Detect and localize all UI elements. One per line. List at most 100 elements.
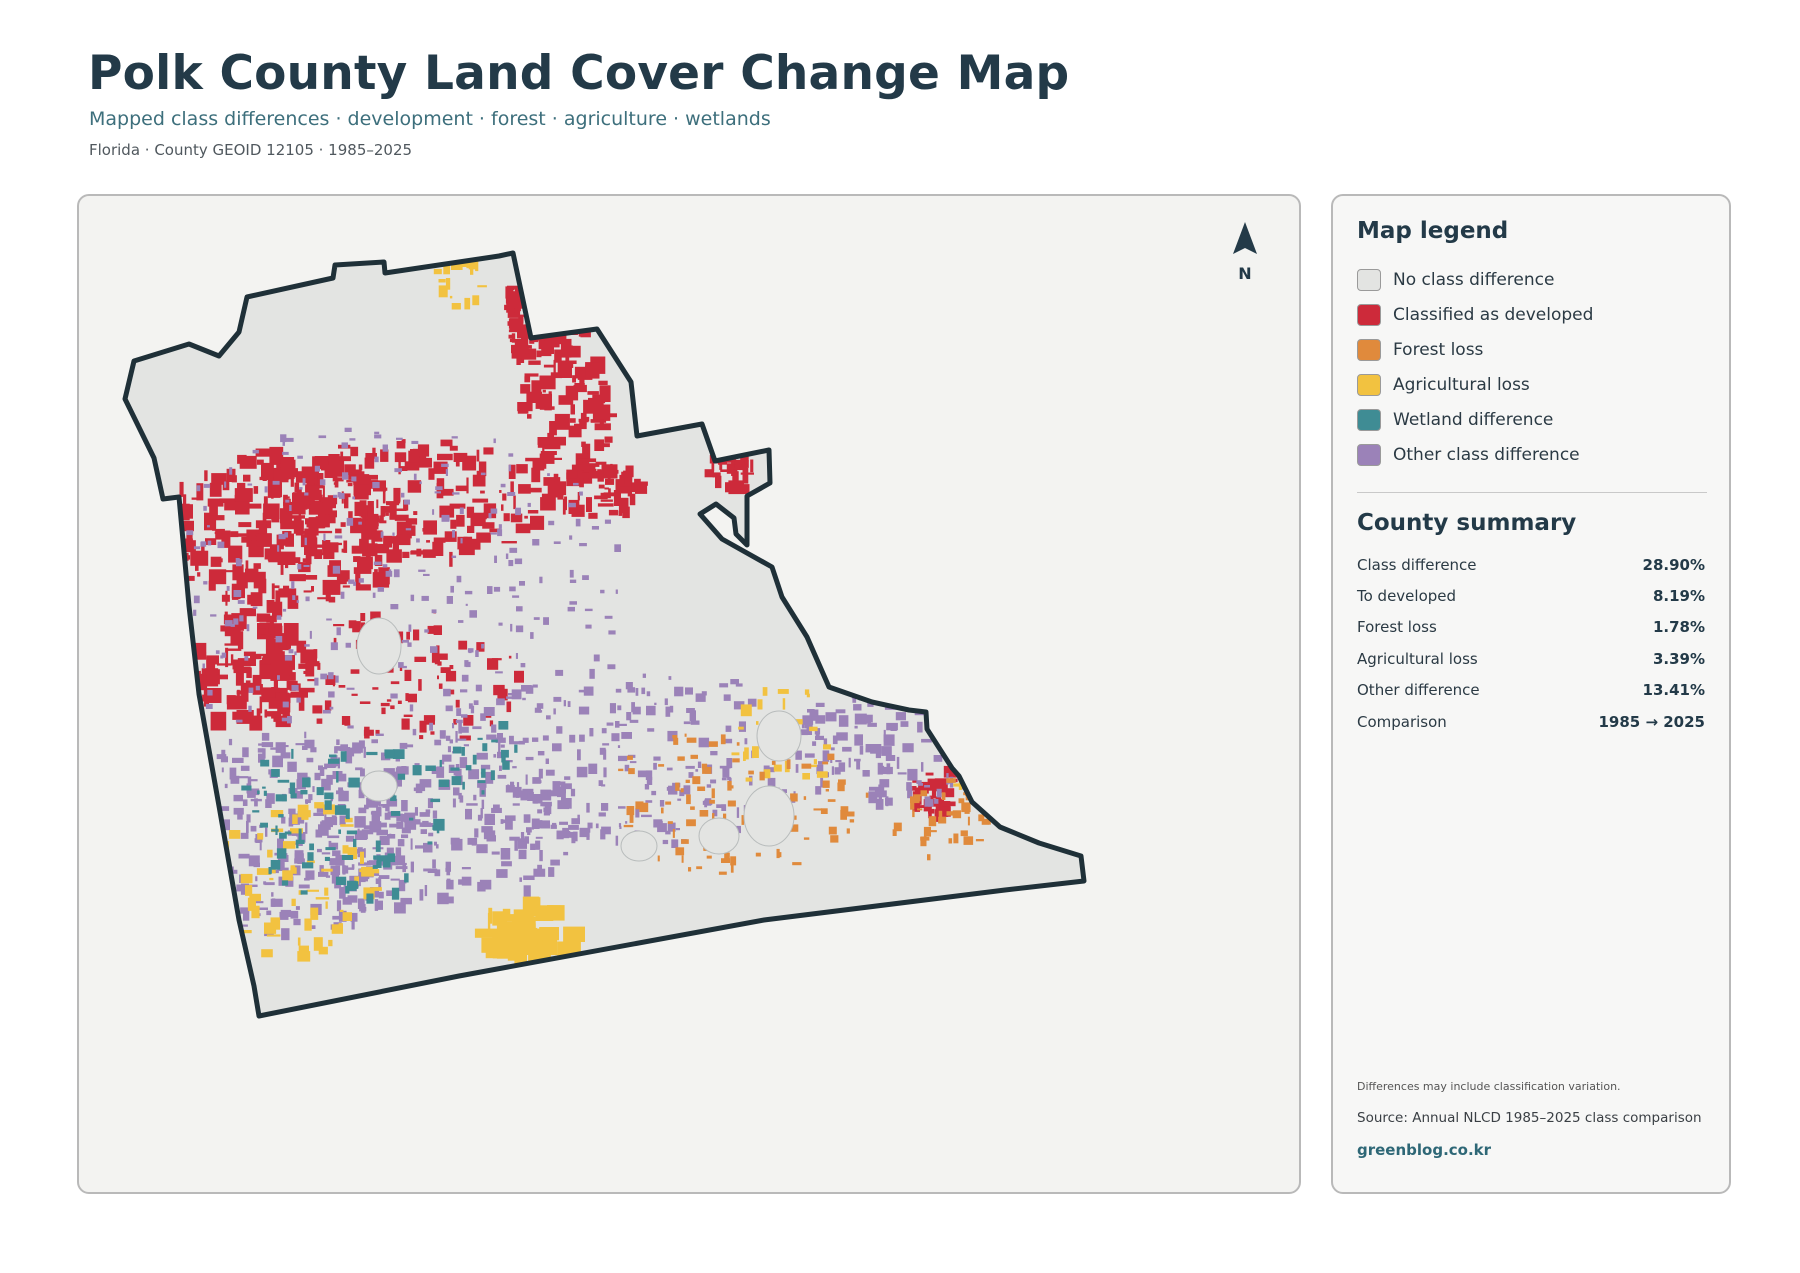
forest-loss-patch: [952, 810, 962, 819]
other-patch: [380, 531, 384, 538]
forest-loss-patch: [981, 818, 989, 825]
other-patch: [367, 860, 372, 866]
agricultural-loss-patch: [308, 810, 311, 818]
developed-patch: [530, 515, 545, 530]
other-patch: [509, 586, 516, 592]
other-patch: [474, 828, 479, 838]
other-patch: [537, 751, 545, 756]
developed-patch: [619, 478, 632, 487]
other-patch: [261, 732, 270, 741]
agricultural-loss-patch: [778, 562, 785, 575]
other-patch: [304, 731, 307, 739]
other-patch: [247, 776, 252, 787]
other-patch: [604, 519, 611, 524]
wetland-patch: [334, 805, 347, 815]
developed-patch: [515, 299, 525, 309]
other-patch: [917, 721, 923, 733]
developed-patch: [237, 658, 256, 666]
map-panel[interactable]: [77, 194, 1301, 1194]
developed-patch: [934, 778, 948, 792]
developed-patch: [379, 515, 384, 521]
agricultural-loss-patch: [203, 851, 208, 854]
other-patch: [236, 776, 249, 779]
county-map[interactable]: [79, 196, 1301, 1194]
developed-patch: [943, 765, 957, 778]
developed-patch: [419, 720, 427, 733]
other-patch: [481, 643, 485, 649]
agricultural-loss-patch: [331, 924, 343, 934]
other-patch: [577, 814, 580, 820]
agricultural-loss-patch: [292, 814, 298, 824]
wetland-patch: [491, 739, 498, 743]
other-patch: [371, 873, 380, 876]
other-patch: [953, 721, 960, 732]
developed-patch: [230, 628, 241, 646]
other-patch: [726, 758, 733, 769]
other-patch: [398, 662, 404, 668]
legend-label: Agricultural loss: [1393, 374, 1530, 395]
other-patch: [218, 921, 227, 931]
developed-patch: [299, 497, 311, 505]
developed-patch: [478, 461, 487, 477]
agricultural-loss-patch: [304, 918, 312, 931]
developed-patch: [380, 702, 390, 707]
other-patch: [520, 790, 528, 801]
other-patch: [180, 683, 188, 690]
other-patch: [531, 818, 540, 829]
developed-patch: [316, 530, 333, 534]
developed-patch: [314, 462, 325, 469]
other-patch: [252, 606, 258, 609]
developed-patch: [502, 493, 507, 501]
wetland-patch: [271, 829, 279, 832]
developed-patch: [433, 537, 446, 543]
other-patch: [465, 661, 471, 668]
other-patch: [875, 678, 879, 684]
developed-patch: [215, 528, 225, 540]
other-patch: [344, 747, 355, 757]
other-patch: [823, 738, 828, 747]
other-patch: [423, 573, 430, 576]
other-patch: [735, 683, 743, 687]
other-patch: [183, 770, 192, 774]
developed-patch: [554, 349, 562, 363]
other-patch: [525, 685, 534, 694]
developed-patch: [278, 588, 297, 598]
forest-loss-patch: [788, 824, 799, 832]
summary-value: 28.90%: [1642, 555, 1705, 574]
other-patch: [334, 746, 338, 754]
other-patch: [357, 898, 365, 909]
developed-patch: [504, 304, 507, 311]
other-patch: [579, 734, 585, 742]
agricultural-loss-patch: [807, 764, 818, 768]
forest-loss-patch: [792, 862, 802, 866]
change-patches: [133, 253, 1007, 966]
other-patch: [795, 750, 802, 760]
other-patch: [319, 768, 325, 776]
developed-patch: [359, 701, 371, 704]
other-patch: [235, 558, 240, 563]
other-patch: [247, 483, 253, 486]
other-patch: [496, 698, 505, 706]
other-patch: [515, 653, 518, 659]
other-patch: [272, 480, 280, 485]
other-patch: [916, 780, 922, 784]
other-patch: [559, 821, 568, 825]
site-link[interactable]: greenblog.co.kr: [1357, 1141, 1492, 1159]
forest-loss-patch: [967, 816, 970, 826]
other-patch: [934, 799, 939, 804]
other-patch: [512, 803, 520, 806]
lake: [698, 817, 740, 855]
forest-loss-patch: [701, 763, 708, 769]
other-patch: [233, 618, 239, 625]
other-patch: [196, 839, 204, 852]
developed-patch: [365, 453, 377, 459]
forest-loss-patch: [786, 759, 791, 769]
summary-value: 13.41%: [1642, 681, 1705, 700]
other-patch: [415, 783, 423, 794]
other-patch: [338, 492, 345, 499]
forest-loss-patch: [920, 836, 927, 847]
other-patch: [593, 654, 600, 662]
other-patch: [230, 624, 235, 627]
other-patch: [710, 751, 718, 756]
other-patch: [954, 752, 962, 756]
